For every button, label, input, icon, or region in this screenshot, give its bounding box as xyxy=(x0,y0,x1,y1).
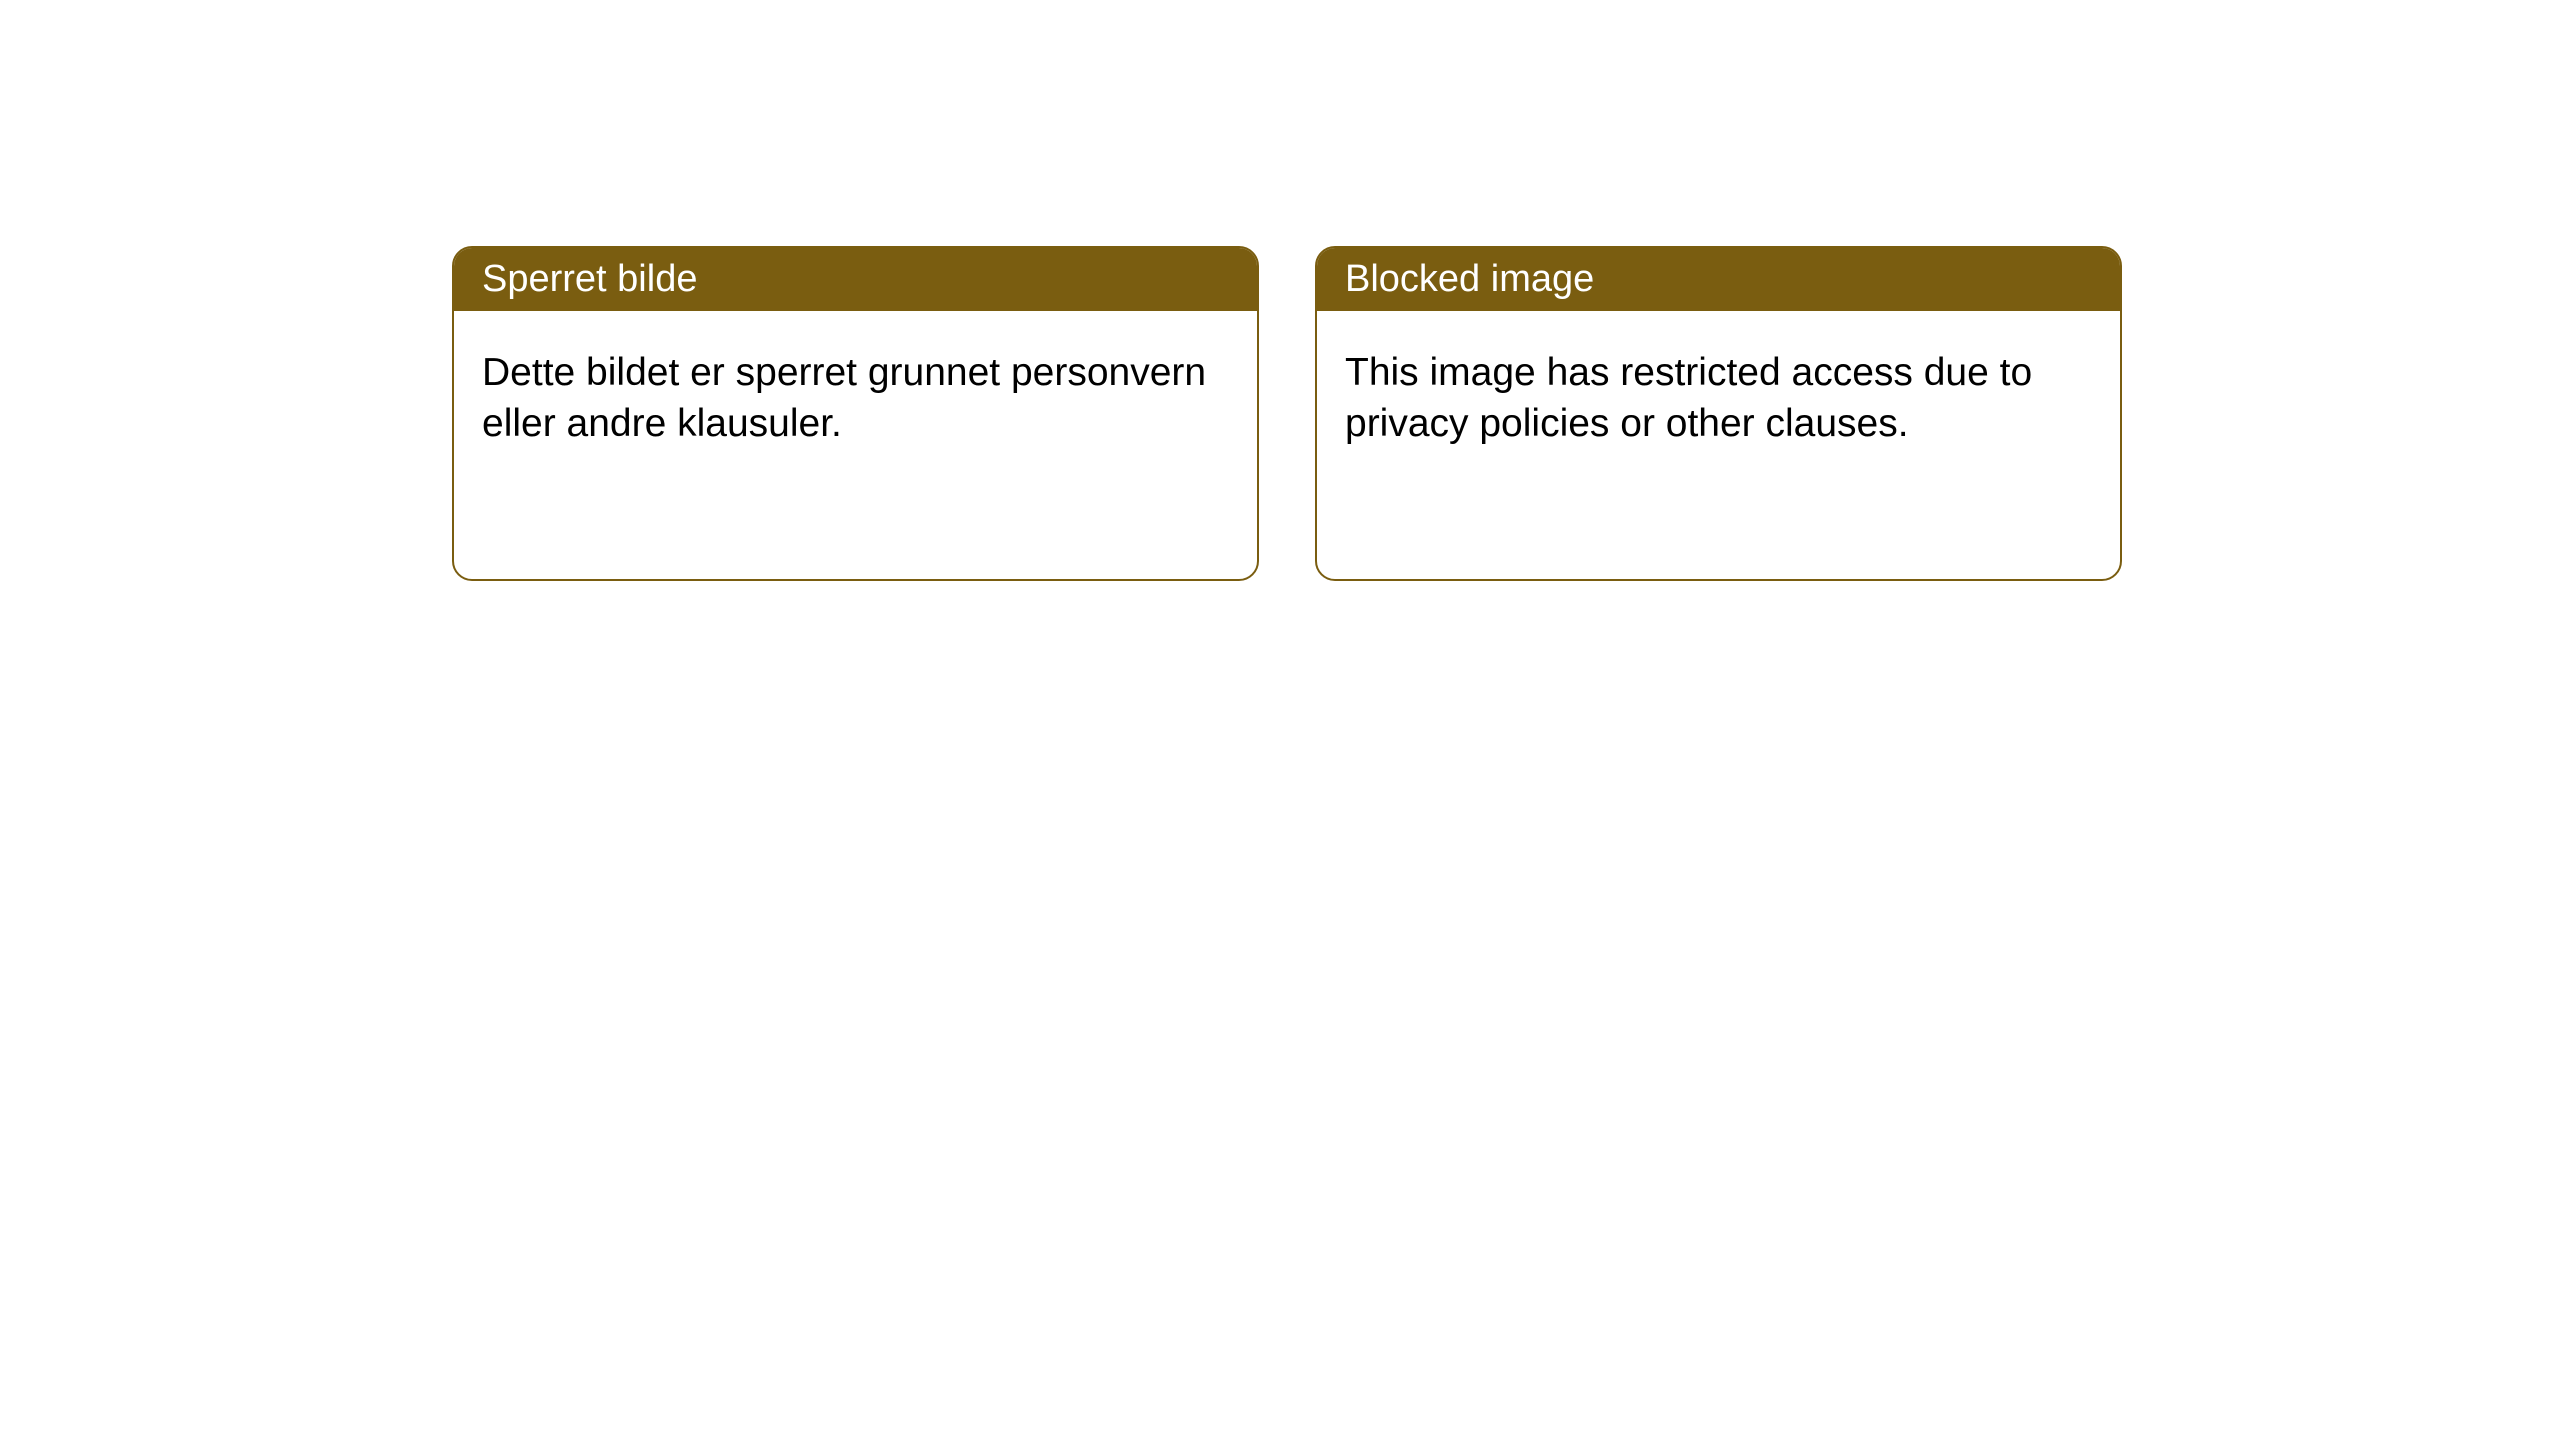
notice-body-norwegian: Dette bildet er sperret grunnet personve… xyxy=(454,311,1257,486)
notice-header-norwegian: Sperret bilde xyxy=(454,248,1257,311)
notice-box-norwegian: Sperret bilde Dette bildet er sperret gr… xyxy=(452,246,1259,581)
notices-container: Sperret bilde Dette bildet er sperret gr… xyxy=(452,246,2122,581)
notice-box-english: Blocked image This image has restricted … xyxy=(1315,246,2122,581)
notice-body-english: This image has restricted access due to … xyxy=(1317,311,2120,486)
notice-header-english: Blocked image xyxy=(1317,248,2120,311)
